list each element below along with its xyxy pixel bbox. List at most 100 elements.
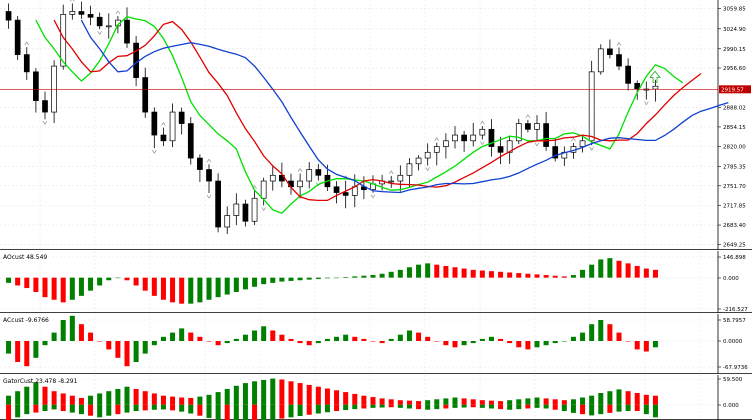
histogram-bar xyxy=(334,336,340,341)
histogram-bar xyxy=(151,277,157,296)
candle-bull xyxy=(579,140,586,147)
histogram-bar xyxy=(525,341,531,350)
histogram-bar-up xyxy=(488,400,494,405)
histogram-bar xyxy=(78,277,84,296)
histogram-bar xyxy=(15,277,21,286)
candle-bull xyxy=(251,197,258,222)
histogram-bar-down xyxy=(516,404,522,410)
ac-histogram-svg: 58.7957 0.0000 -67.9736 xyxy=(0,314,752,374)
histogram-bar-down xyxy=(379,404,385,408)
histogram-bar-down xyxy=(297,404,303,417)
candle-bull xyxy=(597,48,604,73)
histogram-bar-down xyxy=(306,404,312,415)
histogram-bar xyxy=(616,260,622,278)
histogram-bar-down xyxy=(434,404,440,410)
ao-indicator-pane[interactable]: 146.898 0.000 -216.527 AOcust 48.549 xyxy=(0,251,752,313)
candle-bull xyxy=(588,71,595,142)
histogram-bar xyxy=(461,341,467,346)
candle-bear xyxy=(23,54,30,73)
price-pane[interactable]: 3059.85 3024.90 2990.15 2956.60 2888.02 2854.… xyxy=(0,0,752,250)
histogram-bar xyxy=(242,277,248,290)
histogram-bar xyxy=(106,277,112,281)
histogram-bar xyxy=(160,336,166,341)
histogram-bar-down xyxy=(589,404,595,416)
histogram-bar-up xyxy=(652,395,658,405)
histogram-bar-down xyxy=(397,404,403,408)
candle-bull xyxy=(388,180,395,183)
histogram-bar-down xyxy=(51,404,57,410)
histogram-bar-down xyxy=(616,404,622,412)
fractal-down-marker xyxy=(152,149,157,154)
histogram-bar xyxy=(416,264,422,278)
histogram-bar xyxy=(179,328,185,341)
histogram-bar-up xyxy=(197,396,203,405)
fractal-down-marker xyxy=(97,31,102,35)
histogram-bar-down xyxy=(242,404,248,420)
histogram-bar xyxy=(288,277,294,281)
histogram-bar xyxy=(425,263,431,278)
axis-tick-label: 0.000 xyxy=(723,403,739,409)
histogram-bar-down xyxy=(634,404,640,411)
histogram-bar xyxy=(352,276,358,278)
histogram-bar-down xyxy=(498,404,504,410)
histogram-bar xyxy=(561,341,567,342)
histogram-bar xyxy=(488,336,494,341)
fractal-down-marker xyxy=(206,194,212,199)
histogram-bar-down xyxy=(406,404,412,409)
histogram-bar xyxy=(388,338,394,341)
histogram-bar xyxy=(352,336,358,341)
histogram-bar-down xyxy=(543,404,549,409)
gator-indicator-pane[interactable]: 59.500 0.000 GatorCust 23.478 -8.291 xyxy=(0,375,752,420)
histogram-bar xyxy=(652,269,658,278)
histogram-bar-up xyxy=(479,400,485,405)
histogram-bar-down xyxy=(561,404,567,411)
histogram-bar xyxy=(170,277,176,303)
candle-bear xyxy=(333,186,340,193)
histogram-bar-down xyxy=(106,404,112,416)
price-chart-svg[interactable]: 3059.85 3024.90 2990.15 2956.60 2888.02 2854.… xyxy=(0,0,752,250)
histogram-bar-up xyxy=(643,394,649,405)
axis-tick-label: 0.0000 xyxy=(723,339,743,345)
histogram-bar-up xyxy=(580,397,586,405)
histogram-bar xyxy=(142,341,148,354)
ac-indicator-pane[interactable]: 58.7957 0.0000 -67.9736 ACcust -9.6766 xyxy=(0,314,752,374)
candle-bull xyxy=(479,128,486,136)
histogram-bar-up xyxy=(188,397,194,405)
histogram-bar-down xyxy=(170,404,176,411)
histogram-bar-up xyxy=(124,386,130,405)
histogram-bar xyxy=(69,315,75,341)
histogram-bar xyxy=(652,341,658,348)
histogram-bar-down xyxy=(69,404,75,413)
candle-bear xyxy=(215,180,221,228)
candle-bear xyxy=(607,48,613,55)
histogram-bar-up xyxy=(561,400,567,405)
histogram-bar-up xyxy=(151,393,157,405)
histogram-bar-up xyxy=(470,399,476,405)
histogram-bar-up xyxy=(206,394,212,405)
histogram-bar-down xyxy=(78,404,84,415)
candle-bear xyxy=(133,42,139,78)
histogram-bar-up xyxy=(397,400,403,405)
histogram-bar xyxy=(498,271,504,278)
histogram-bar-up xyxy=(334,390,340,405)
candle-bull xyxy=(452,134,458,142)
histogram-bar-down xyxy=(160,404,166,410)
histogram-bar xyxy=(516,341,522,348)
histogram-bar xyxy=(580,269,586,278)
histogram-bar xyxy=(580,332,586,341)
histogram-bar-up xyxy=(634,393,640,405)
candle-bull xyxy=(470,134,477,142)
candle-bear xyxy=(625,65,631,84)
candle-bear xyxy=(206,169,212,182)
histogram-bar-down xyxy=(552,404,558,410)
histogram-bar xyxy=(106,341,112,350)
fractal-down-marker xyxy=(644,101,649,106)
fractal-up-marker xyxy=(297,167,303,172)
candle-bear xyxy=(315,169,322,176)
ao-histogram-svg: 146.898 0.000 -216.527 xyxy=(0,251,752,313)
histogram-bar xyxy=(306,277,312,280)
histogram-bar-up xyxy=(507,400,513,405)
histogram-bar xyxy=(434,264,440,278)
histogram-bar xyxy=(643,341,649,352)
histogram-bar xyxy=(160,277,166,300)
